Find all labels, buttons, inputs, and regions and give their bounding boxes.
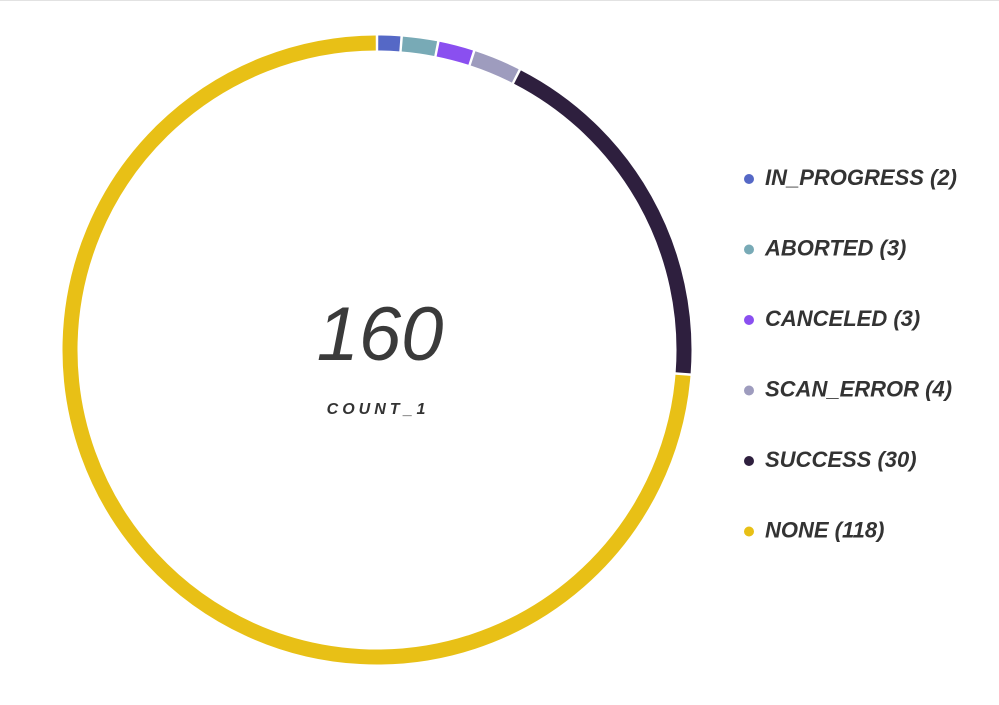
legend-marker bbox=[744, 526, 754, 537]
donut-segment bbox=[401, 36, 438, 57]
legend-marker bbox=[744, 456, 754, 466]
legend-marker bbox=[744, 385, 754, 396]
donut-segment bbox=[378, 35, 401, 52]
donut-segment bbox=[436, 41, 473, 65]
donut-segment bbox=[514, 70, 692, 374]
donut-segment bbox=[470, 51, 519, 83]
legend-label: IN_PROGRESS (2) bbox=[765, 165, 957, 190]
legend-label: NONE (118) bbox=[765, 517, 884, 542]
legend-label: ABORTED (3) bbox=[764, 235, 906, 260]
donut-segment bbox=[62, 35, 691, 665]
legend-marker bbox=[744, 174, 754, 184]
total: 160 bbox=[317, 292, 444, 377]
legend-marker bbox=[744, 244, 754, 255]
total-label: COUNT_1 bbox=[327, 401, 430, 418]
legend-label: SCAN_ERROR (4) bbox=[765, 376, 952, 401]
legend-label: CANCELED (3) bbox=[765, 306, 920, 331]
legend-label: SUCCESS (30) bbox=[765, 447, 917, 472]
legend-marker bbox=[744, 315, 754, 325]
